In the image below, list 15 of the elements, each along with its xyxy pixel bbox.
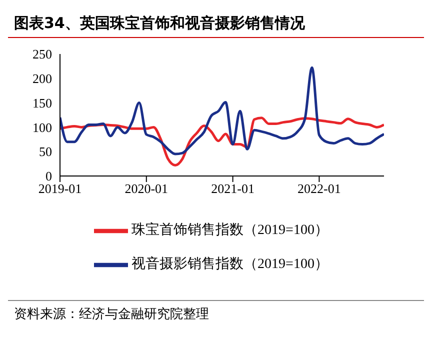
text: 资料来源：经济与金融研究院整理	[14, 305, 210, 323]
line-series	[60, 66, 384, 156]
chart-title: 图表34、英国珠宝首饰和视音摄影销售情况	[8, 8, 424, 38]
y-tick-label: 50	[39, 144, 52, 160]
x-tick-label: 2022-01	[298, 181, 341, 196]
y-tick-label: 200	[32, 71, 52, 86]
legend-label: 珠宝首饰销售指数（2019=100）	[132, 223, 328, 238]
x-tick-label: 2021-01	[211, 181, 254, 196]
x-tick-label: 2019-01	[38, 181, 82, 196]
y-tick-label: 250	[32, 46, 52, 62]
y-tick-label: 0	[46, 168, 52, 184]
x-tick-label: 2020-01	[124, 181, 168, 196]
legend-label: 视音摄影销售指数（2019=100）	[132, 257, 328, 272]
y-tick-label: 100	[32, 120, 52, 135]
y-tick-label: 150	[32, 95, 52, 110]
